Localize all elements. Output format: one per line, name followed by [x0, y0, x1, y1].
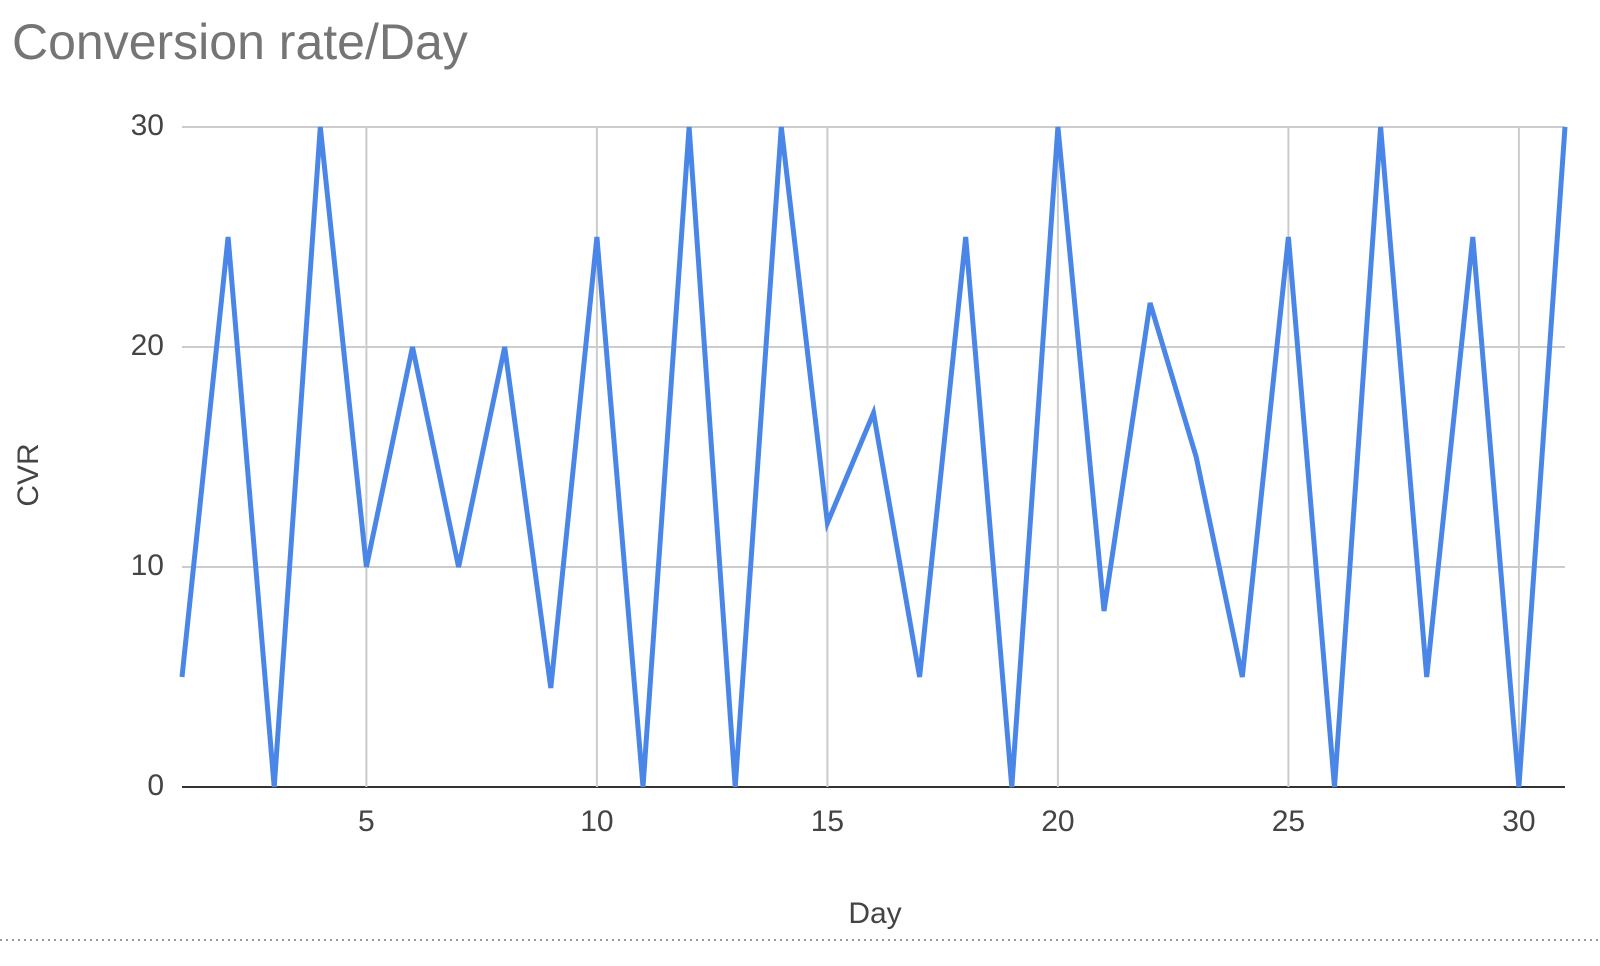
- x-tick-label: 20: [1041, 805, 1074, 838]
- y-tick-label: 30: [131, 109, 164, 142]
- x-tick-label: 10: [580, 805, 613, 838]
- y-tick-label: 0: [147, 769, 164, 802]
- y-tick-label: 20: [131, 329, 164, 362]
- x-axis-label: Day: [848, 897, 901, 930]
- y-tick-label: 10: [131, 549, 164, 582]
- x-tick-label: 25: [1272, 805, 1305, 838]
- chart-title: Conversion rate/Day: [12, 14, 468, 70]
- x-tick-label: 30: [1502, 805, 1535, 838]
- data-line: [179, 126, 1568, 788]
- x-tick-label: 5: [358, 805, 375, 838]
- x-tick-label: 15: [811, 805, 844, 838]
- y-axis-label: CVR: [12, 443, 45, 506]
